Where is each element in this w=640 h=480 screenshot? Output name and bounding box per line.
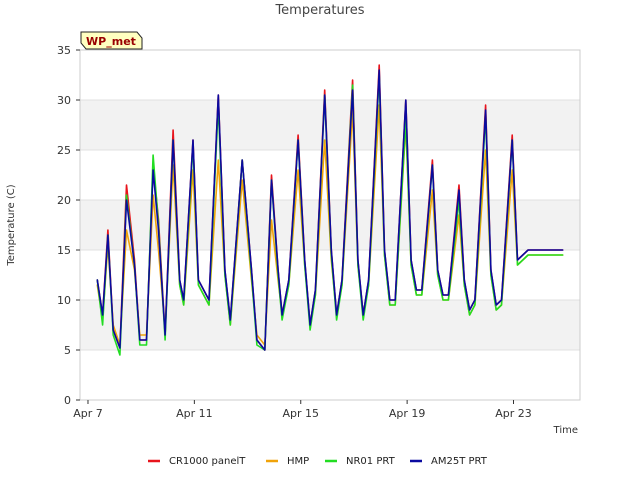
legend: CR1000 panelT HMP NR01 PRT AM25T PRT xyxy=(148,456,488,467)
legend-label: NR01 PRT xyxy=(346,456,396,467)
x-tick-label: Apr 23 xyxy=(495,407,532,420)
background-band xyxy=(80,300,580,350)
chart-title: Temperatures xyxy=(274,3,364,18)
badge-background xyxy=(80,31,143,50)
y-axis-title: Temperature (C) xyxy=(6,184,17,266)
y-tick-label: 25 xyxy=(57,144,71,157)
x-axis-title: Time xyxy=(553,425,578,436)
x-tick-label: Apr 19 xyxy=(389,407,426,420)
y-tick-label: 5 xyxy=(64,344,71,357)
y-tick-label: 15 xyxy=(57,244,71,257)
badge-label: WP_met xyxy=(86,35,136,48)
legend-label: CR1000 panelT xyxy=(169,456,246,467)
series-lines xyxy=(96,64,564,356)
y-tick-label: 20 xyxy=(57,194,71,207)
wp-met-badge: WP_met xyxy=(80,31,143,50)
y-tick-label: 10 xyxy=(57,294,71,307)
x-tick-label: Apr 11 xyxy=(176,407,213,420)
series-line-am25t-prt xyxy=(96,69,564,351)
legend-label: AM25T PRT xyxy=(431,456,488,467)
y-tick-label: 30 xyxy=(57,94,71,107)
plot-area-frame xyxy=(79,49,581,401)
x-axis-ticks: Apr 7 Apr 11 Apr 15 Apr 19 Apr 23 xyxy=(73,400,532,420)
x-tick-label: Apr 15 xyxy=(282,407,319,420)
x-tick-label: Apr 7 xyxy=(73,407,103,420)
legend-label: HMP xyxy=(287,456,309,467)
y-tick-label: 35 xyxy=(57,44,71,57)
y-tick-label: 0 xyxy=(64,394,71,407)
y-axis-ticks: 0 5 10 15 20 25 30 35 xyxy=(57,44,80,407)
background-band xyxy=(80,100,580,150)
